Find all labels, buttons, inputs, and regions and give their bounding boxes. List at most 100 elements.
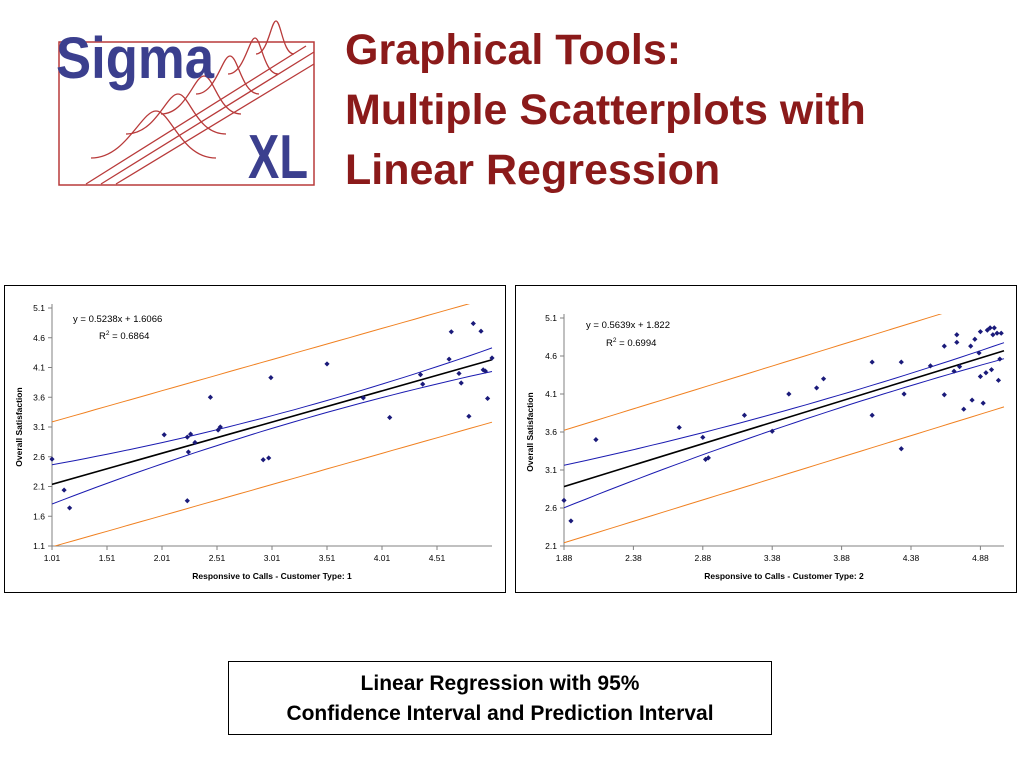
x-tick-label: 2.01: [154, 553, 171, 563]
data-point: [995, 377, 1002, 383]
data-point: [987, 325, 993, 331]
data-point: [990, 332, 996, 338]
data-point: [994, 330, 1000, 336]
data-point: [61, 487, 67, 493]
data-point: [941, 343, 947, 349]
data-point: [786, 391, 792, 397]
y-tick-label: 2.1: [33, 482, 45, 492]
data-point: [997, 356, 1003, 362]
data-point: [49, 456, 55, 462]
y-tick-label: 3.6: [545, 427, 557, 437]
data-point: [954, 332, 960, 338]
y-tick-label: 4.1: [545, 389, 557, 399]
data-point: [898, 446, 904, 452]
r-squared-label: R2 = 0.6864: [99, 330, 149, 342]
data-point: [561, 497, 567, 503]
y-tick-label: 2.6: [33, 452, 45, 462]
confidence-interval-upper: [564, 342, 1005, 466]
caption-line-1: Linear Regression with 95%: [360, 672, 640, 695]
data-point: [956, 364, 963, 370]
data-point: [485, 395, 491, 402]
data-point: [969, 397, 975, 403]
data-point: [184, 434, 190, 440]
x-tick-label: 1.88: [556, 553, 573, 563]
x-tick-label: 2.88: [695, 553, 712, 563]
data-point: [470, 320, 476, 327]
regression-line: [52, 358, 493, 486]
data-point: [941, 392, 947, 398]
y-tick-label: 1.6: [33, 511, 45, 521]
data-point: [466, 413, 472, 419]
data-point: [480, 367, 486, 373]
x-tick-label: 1.01: [44, 553, 61, 563]
data-point: [188, 431, 194, 437]
data-point: [977, 329, 984, 335]
data-point: [898, 359, 904, 365]
data-point: [700, 434, 706, 440]
data-point: [977, 373, 984, 380]
x-tick-label: 3.01: [264, 553, 281, 563]
data-point: [417, 372, 424, 378]
data-point: [448, 329, 454, 335]
data-point: [458, 380, 464, 386]
y-axis-label: Overall Satisfaction: [525, 392, 535, 471]
slide-title: Graphical Tools: Multiple Scatterplots w…: [345, 20, 1005, 200]
data-point: [184, 498, 190, 504]
x-tick-label: 4.38: [903, 553, 920, 563]
data-point: [984, 327, 990, 333]
data-point: [741, 412, 748, 418]
data-point: [268, 375, 274, 381]
scatterplot-2-svg: 2.1 2.6 3.1 3.6 4.1 4.6 5.1 1.88 2.38 2.88 3.38 3.8…: [525, 313, 1005, 581]
y-tick-label: 2.6: [545, 503, 557, 513]
data-point: [980, 400, 986, 406]
x-tick-label: 3.38: [764, 553, 781, 563]
data-point: [901, 391, 907, 397]
data-point: [927, 363, 934, 369]
logo-text-xl: XL: [248, 123, 308, 188]
scatterplot-customer-type-1: 1.1 1.6 2.1 2.6 3.1 3.6 4.1 4.6 5.1 1.01 1.51 2.01 2…: [4, 285, 506, 593]
sigmaxl-logo: Sigma XL: [56, 20, 315, 188]
y-tick-label: 5.1: [33, 303, 45, 313]
x-tick-label: 2.51: [209, 553, 226, 563]
data-point: [260, 457, 266, 463]
y-tick-label: 4.6: [545, 351, 557, 361]
r-squared-value: = 0.6994: [617, 338, 657, 349]
data-point: [961, 406, 967, 412]
y-tick-label: 1.1: [33, 541, 45, 551]
data-point: [976, 350, 982, 356]
title-line-2: Multiple Scatterplots with: [345, 86, 866, 134]
r-squared-symbol: R: [99, 331, 106, 342]
data-point: [869, 359, 875, 365]
r-squared-value: = 0.6864: [110, 331, 150, 342]
title-line-1: Graphical Tools:: [345, 26, 682, 74]
caption-line-2: Confidence Interval and Prediction Inter…: [286, 702, 714, 725]
x-tick-label: 3.51: [319, 553, 336, 563]
data-point: [972, 336, 978, 342]
y-tick-label: 5.1: [545, 313, 557, 323]
prediction-interval-lower: [564, 406, 1005, 544]
data-point: [568, 518, 574, 524]
data-point: [446, 356, 452, 362]
data-point: [593, 437, 599, 443]
x-axis-label: Responsive to Calls - Customer Type: 1: [192, 571, 352, 581]
confidence-interval-lower: [564, 358, 1005, 509]
data-point: [324, 361, 330, 367]
y-tick-label: 3.1: [545, 465, 557, 475]
data-point: [988, 367, 995, 373]
data-point: [266, 455, 272, 461]
data-point: [954, 339, 960, 345]
prediction-interval-upper: [52, 304, 471, 423]
x-tick-label: 4.01: [374, 553, 391, 563]
scatterplot-customer-type-2: 2.1 2.6 3.1 3.6 4.1 4.6 5.1 1.88 2.38 2.88 3.38 3.8…: [515, 285, 1017, 593]
x-tick-label: 4.88: [972, 553, 989, 563]
prediction-interval-lower: [53, 421, 493, 546]
regression-equation: y = 0.5639x + 1.822: [586, 320, 670, 331]
data-point: [67, 505, 73, 511]
data-point: [420, 381, 426, 387]
data-point: [478, 328, 484, 334]
scatterplot-1-svg: 1.1 1.6 2.1 2.6 3.1 3.6 4.1 4.6 5.1 1.01 1.51 2.01 2…: [14, 303, 495, 581]
r-squared-superscript: 2: [106, 330, 110, 337]
x-tick-label: 1.51: [99, 553, 116, 563]
y-tick-label: 2.1: [545, 541, 557, 551]
data-point: [769, 428, 775, 434]
